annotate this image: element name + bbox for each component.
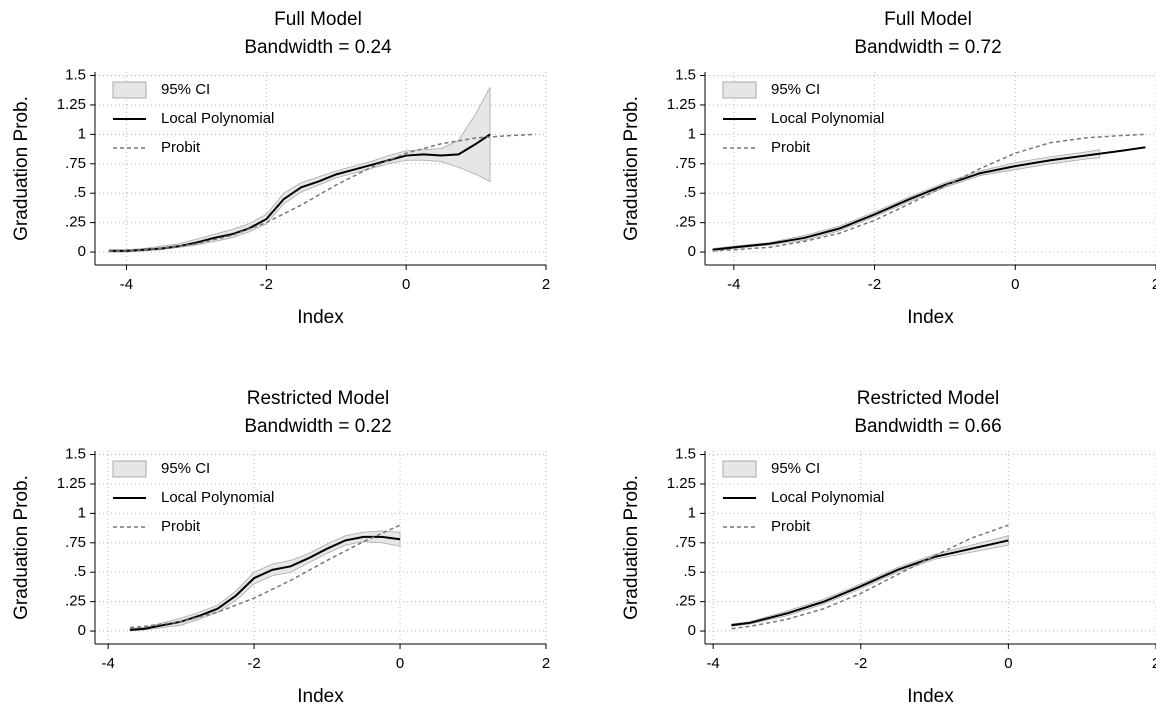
legend-swatch [112, 460, 147, 478]
y-tick-label: 1.25 [57, 96, 86, 113]
chart-title: Full Model [274, 9, 362, 30]
series-line [712, 146, 1146, 251]
x-tick-label: -4 [706, 655, 719, 672]
y-tick-label: .5 [73, 184, 86, 201]
y-tick-label: 1.5 [65, 66, 86, 83]
chart-title: Restricted Model [247, 388, 390, 409]
y-axis-label: Graduation Prob. [11, 96, 32, 241]
y-tick-label: 1 [688, 125, 696, 142]
legend-label: Probit [161, 139, 201, 156]
y-tick-label: .25 [675, 593, 696, 610]
legend-label: Local Polynomial [771, 489, 884, 506]
chart-subtitle: Bandwidth = 0.22 [244, 416, 391, 437]
legend-label: 95% CI [161, 81, 210, 98]
x-tick-label: -2 [854, 655, 867, 672]
x-tick-label: 0 [1011, 276, 1019, 293]
y-tick-label: .5 [683, 563, 696, 580]
y-tick-label: 0 [688, 622, 696, 639]
ci-band [731, 535, 1009, 627]
y-tick-label: 1 [78, 125, 86, 142]
x-tick-label: -2 [868, 276, 881, 293]
legend-label: Local Polynomial [161, 110, 274, 127]
y-tick-label: .75 [65, 155, 86, 172]
ci-band [129, 530, 401, 632]
x-axis-label: Index [907, 686, 954, 707]
legend-label: 95% CI [771, 81, 820, 98]
y-tick-label: .75 [65, 534, 86, 551]
y-tick-label: 1.25 [667, 475, 696, 492]
legend-swatch [722, 460, 757, 478]
y-tick-label: 0 [688, 243, 696, 260]
x-tick-label: -4 [101, 655, 114, 672]
legend-label: Probit [161, 518, 201, 535]
x-tick-label: -2 [247, 655, 260, 672]
y-tick-label: 1.25 [57, 475, 86, 492]
y-axis-label: Graduation Prob. [621, 96, 642, 241]
y-tick-label: 0 [78, 622, 86, 639]
ci-band [108, 87, 491, 253]
y-tick-label: 1 [688, 504, 696, 521]
x-tick-label: 2 [542, 276, 550, 293]
y-tick-label: .25 [65, 593, 86, 610]
x-tick-label: 2 [1152, 655, 1156, 672]
series-line [108, 133, 536, 252]
y-tick-label: .5 [73, 563, 86, 580]
legend-label: Probit [771, 139, 811, 156]
x-tick-label: -4 [120, 276, 133, 293]
y-tick-label: 0 [78, 243, 86, 260]
legend-label: Probit [771, 518, 811, 535]
legend-label: Local Polynomial [161, 489, 274, 506]
y-tick-label: 1.25 [667, 96, 696, 113]
y-tick-label: .5 [683, 184, 696, 201]
x-tick-label: 0 [1004, 655, 1012, 672]
legend-label: 95% CI [771, 460, 820, 477]
x-tick-label: -2 [260, 276, 273, 293]
y-tick-label: 1 [78, 504, 86, 521]
y-tick-label: 1.5 [65, 445, 86, 462]
x-axis-label: Index [297, 307, 344, 328]
x-tick-label: 2 [542, 655, 550, 672]
chart-title: Full Model [884, 9, 972, 30]
x-tick-label: 0 [396, 655, 404, 672]
y-axis-label: Graduation Prob. [621, 475, 642, 620]
legend-label: Local Polynomial [771, 110, 884, 127]
legend-swatch [722, 81, 757, 99]
x-tick-label: 0 [402, 276, 410, 293]
y-tick-label: .75 [675, 155, 696, 172]
y-tick-label: 1.5 [675, 66, 696, 83]
chart-subtitle: Bandwidth = 0.66 [854, 416, 1001, 437]
series-line [731, 524, 1009, 630]
legend-swatch [112, 81, 147, 99]
x-tick-label: 2 [1152, 276, 1156, 293]
y-tick-label: .25 [675, 214, 696, 231]
x-axis-label: Index [907, 307, 954, 328]
y-tick-label: 1.5 [675, 445, 696, 462]
series-line [731, 539, 1009, 627]
chart-subtitle: Bandwidth = 0.72 [854, 37, 1001, 58]
y-tick-label: .25 [65, 214, 86, 231]
chart-title: Restricted Model [857, 388, 1000, 409]
series-line [129, 524, 401, 629]
y-tick-label: .75 [675, 534, 696, 551]
legend-label: 95% CI [161, 460, 210, 477]
series-line [129, 535, 401, 631]
y-axis-label: Graduation Prob. [11, 475, 32, 620]
series-line [712, 133, 1146, 252]
x-tick-label: -4 [727, 276, 740, 293]
x-axis-label: Index [297, 686, 344, 707]
chart-subtitle: Bandwidth = 0.24 [244, 37, 392, 58]
